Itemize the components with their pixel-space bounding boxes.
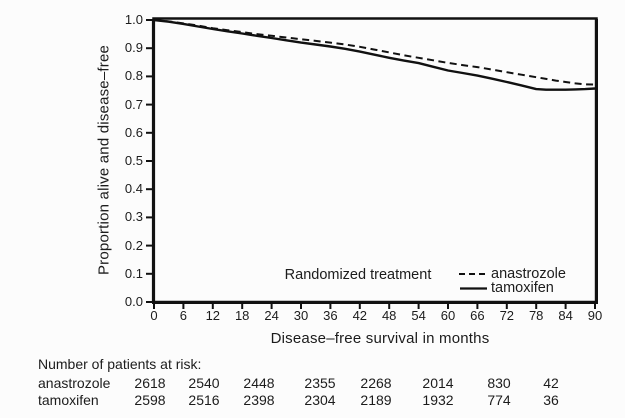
plot-frame — [152, 17, 598, 304]
x-tick-label: 84 — [558, 308, 573, 323]
y-tick-label: 0.4 — [124, 181, 143, 197]
y-tick-label: 0.7 — [124, 96, 143, 112]
x-tick-label: 72 — [499, 308, 515, 323]
x-tick-label: 18 — [234, 308, 250, 323]
risk-table-heading: Number of patients at risk: — [38, 356, 202, 372]
y-tick-label: 0.9 — [124, 40, 143, 56]
curve-anastrozole — [153, 19, 596, 86]
risk-count-anastrozole: 2540 — [188, 375, 220, 391]
risk-count-tamoxifen: 2304 — [304, 392, 336, 408]
y-tick-label: 0.5 — [124, 153, 143, 168]
risk-count-tamoxifen: 1932 — [422, 392, 454, 408]
y-tick-label: 0.3 — [124, 209, 143, 225]
legend-label-tamoxifen: tamoxifen — [491, 280, 554, 296]
risk-count-tamoxifen: 774 — [487, 392, 511, 408]
curve-tamoxifen — [153, 18, 596, 91]
y-tick-label: 1.0 — [124, 12, 143, 27]
x-tick-label: 24 — [264, 308, 279, 323]
y-tick-label: 0.2 — [124, 237, 143, 253]
risk-count-anastrozole: 2014 — [422, 375, 454, 391]
x-tick-label: 36 — [323, 308, 338, 323]
x-tick-label: 12 — [205, 308, 221, 323]
risk-count-anastrozole: 2268 — [360, 375, 392, 391]
risk-row-label-tamoxifen: tamoxifen — [38, 392, 99, 408]
x-tick-label: 78 — [528, 308, 544, 323]
x-tick-label: 54 — [411, 308, 426, 323]
risk-count-anastrozole: 2618 — [134, 375, 166, 391]
y-tick-label: 0.1 — [124, 265, 143, 281]
x-tick-label: 60 — [440, 308, 456, 323]
y-tick-label: 0.8 — [124, 68, 143, 84]
x-tick-label: 66 — [470, 308, 485, 323]
risk-count-anastrozole: 830 — [487, 375, 511, 391]
risk-count-tamoxifen: 2398 — [243, 392, 275, 408]
y-tick-label: 0.0 — [124, 294, 143, 309]
risk-count-tamoxifen: 2189 — [360, 392, 392, 408]
legend-title: Randomized treatment — [284, 267, 432, 283]
y-tick-label: 0.6 — [124, 124, 143, 140]
risk-count-tamoxifen: 2598 — [134, 392, 166, 408]
x-axis-title: Disease–free survival in months — [270, 330, 490, 347]
x-tick-label: 0 — [150, 308, 158, 323]
risk-row-label-anastrozole: anastrozole — [38, 375, 111, 391]
risk-count-tamoxifen: 2516 — [188, 392, 220, 408]
x-tick-label: 90 — [587, 308, 603, 323]
risk-count-anastrozole: 42 — [543, 375, 559, 391]
x-tick-label: 42 — [352, 308, 368, 323]
legend-label-anastrozole: anastrozole — [491, 266, 566, 282]
x-tick-label: 48 — [381, 308, 397, 323]
x-tick-label: 6 — [179, 308, 188, 323]
x-tick-label: 30 — [293, 308, 309, 323]
risk-count-tamoxifen: 36 — [543, 392, 559, 408]
risk-count-anastrozole: 2448 — [243, 375, 275, 391]
risk-count-anastrozole: 2355 — [304, 375, 336, 391]
